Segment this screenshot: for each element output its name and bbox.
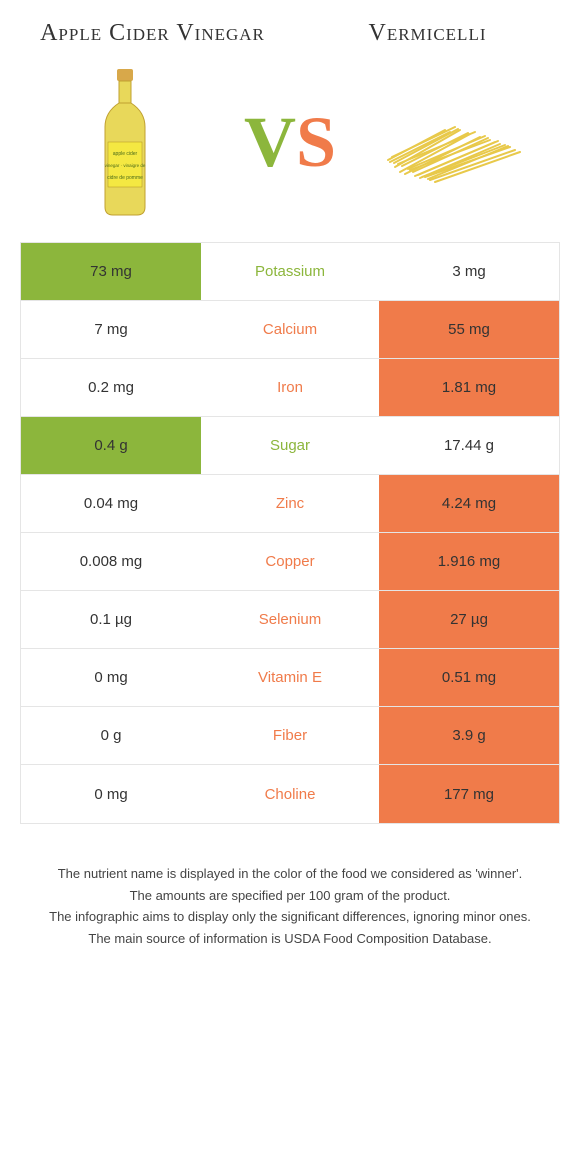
left-value-cell: 0 mg (21, 649, 201, 706)
nutrient-name-cell: Vitamin E (201, 649, 379, 706)
nutrient-name-cell: Potassium (201, 243, 379, 300)
svg-text:vinegar · vinaigre de: vinegar · vinaigre de (105, 163, 146, 168)
header-titles: Apple Cider Vinegar Vermicelli (0, 0, 580, 57)
table-row: 0.04 mgZinc4.24 mg (21, 475, 559, 533)
footer-line: The main source of information is USDA F… (30, 929, 550, 949)
nutrient-name-cell: Iron (201, 359, 379, 416)
footer-line: The nutrient name is displayed in the co… (30, 864, 550, 884)
vermicelli-icon (380, 92, 530, 192)
right-value-cell: 0.51 mg (379, 649, 559, 706)
hero-row: apple cider vinegar · vinaigre de cidre … (0, 57, 580, 242)
nutrient-name-cell: Copper (201, 533, 379, 590)
left-value-cell: 0 mg (21, 765, 201, 823)
svg-text:cidre de pomme: cidre de pomme (107, 175, 143, 181)
left-food-title: Apple Cider Vinegar (40, 20, 265, 47)
vs-label: VS (244, 101, 336, 184)
left-value-cell: 0.04 mg (21, 475, 201, 532)
right-value-cell: 3 mg (379, 243, 559, 300)
left-value-cell: 0 g (21, 707, 201, 764)
nutrient-name-cell: Zinc (201, 475, 379, 532)
left-value-cell: 0.4 g (21, 417, 201, 474)
right-value-cell: 1.916 mg (379, 533, 559, 590)
footer-line: The amounts are specified per 100 gram o… (30, 886, 550, 906)
footer-notes: The nutrient name is displayed in the co… (30, 864, 550, 948)
nutrient-name-cell: Calcium (201, 301, 379, 358)
vs-v: V (244, 102, 296, 182)
left-value-cell: 0.1 µg (21, 591, 201, 648)
table-row: 73 mgPotassium3 mg (21, 243, 559, 301)
nutrient-name-cell: Fiber (201, 707, 379, 764)
left-value-cell: 7 mg (21, 301, 201, 358)
right-value-cell: 3.9 g (379, 707, 559, 764)
nutrient-name-cell: Sugar (201, 417, 379, 474)
nutrient-name-cell: Choline (201, 765, 379, 823)
left-value-cell: 73 mg (21, 243, 201, 300)
left-value-cell: 0.2 mg (21, 359, 201, 416)
table-row: 7 mgCalcium55 mg (21, 301, 559, 359)
vs-s: S (296, 102, 336, 182)
nutrient-name-cell: Selenium (201, 591, 379, 648)
right-value-cell: 55 mg (379, 301, 559, 358)
table-row: 0.4 gSugar17.44 g (21, 417, 559, 475)
left-value-cell: 0.008 mg (21, 533, 201, 590)
table-row: 0 mgCholine177 mg (21, 765, 559, 823)
table-row: 0.1 µgSelenium27 µg (21, 591, 559, 649)
right-food-title: Vermicelli (315, 20, 540, 47)
right-value-cell: 177 mg (379, 765, 559, 823)
nutrient-comparison-table: 73 mgPotassium3 mg7 mgCalcium55 mg0.2 mg… (20, 242, 560, 824)
right-value-cell: 1.81 mg (379, 359, 559, 416)
table-row: 0 gFiber3.9 g (21, 707, 559, 765)
right-value-cell: 17.44 g (379, 417, 559, 474)
right-food-image (380, 67, 530, 217)
table-row: 0.2 mgIron1.81 mg (21, 359, 559, 417)
table-row: 0 mgVitamin E0.51 mg (21, 649, 559, 707)
right-value-cell: 27 µg (379, 591, 559, 648)
svg-text:apple cider: apple cider (113, 151, 138, 157)
vinegar-bottle-icon: apple cider vinegar · vinaigre de cidre … (90, 67, 160, 217)
table-row: 0.008 mgCopper1.916 mg (21, 533, 559, 591)
left-food-image: apple cider vinegar · vinaigre de cidre … (50, 67, 200, 217)
footer-line: The infographic aims to display only the… (30, 907, 550, 927)
right-value-cell: 4.24 mg (379, 475, 559, 532)
